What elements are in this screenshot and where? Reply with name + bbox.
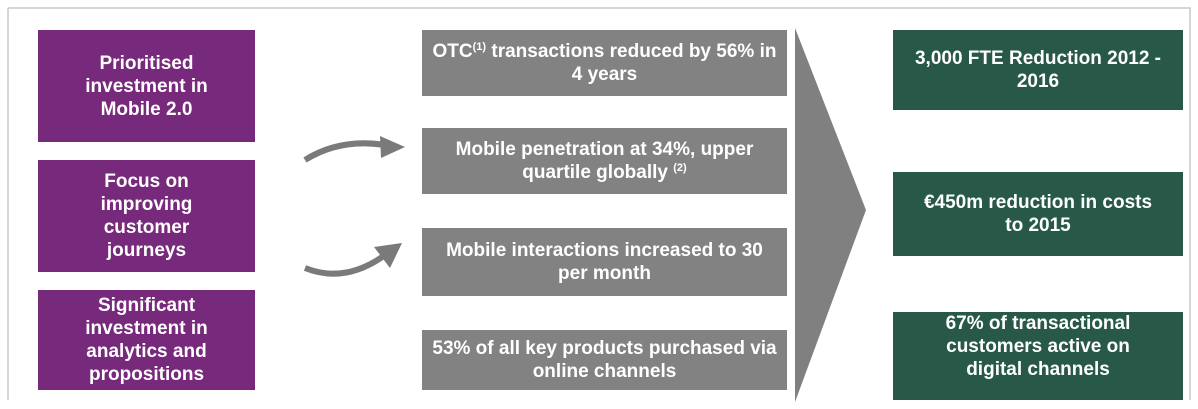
arrow-down xyxy=(303,252,387,277)
result-text: 53% of all key products purchased via on… xyxy=(432,338,777,382)
outcome-box: 67% of transactional customers active on… xyxy=(893,312,1183,400)
arrow-head xyxy=(380,136,405,158)
outcome-box: 3,000 FTE Reduction 2012 - 2016 xyxy=(893,30,1183,110)
result-box: 53% of all key products purchased via on… xyxy=(422,330,787,390)
text: OTC xyxy=(432,41,473,62)
outcome-box: €450m reduction in costs to 2015 xyxy=(893,172,1183,256)
driver-text: Prioritised investment in Mobile 2.0 xyxy=(85,52,208,120)
result-text: Mobile penetration at 34%, upper quartil… xyxy=(452,138,757,184)
frame xyxy=(7,7,1191,400)
result-box: Mobile interactions increased to 30 per … xyxy=(422,228,787,296)
driver-text: Significant investment in analytics and … xyxy=(85,295,208,385)
chevron xyxy=(795,28,866,402)
driver-text: Focus on improving customer journeys xyxy=(100,171,193,261)
outcome-text: 67% of transactional customers active on… xyxy=(945,313,1131,380)
outcome-text: 3,000 FTE Reduction 2012 - 2016 xyxy=(914,48,1162,92)
result-text: Mobile interactions increased to 30 per … xyxy=(446,240,763,284)
footnote-ref: (2) xyxy=(673,162,687,174)
driver-box: Focus on improving customer journeys xyxy=(38,160,255,272)
text: Mobile penetration at 34%, upper quartil… xyxy=(455,139,754,183)
result-text: OTC(1) transactions reduced by 56% in 4 … xyxy=(430,40,779,86)
footnote-ref: (1) xyxy=(472,41,487,53)
text: transactions reduced by 56% in 4 years xyxy=(491,41,777,85)
result-box: OTC(1) transactions reduced by 56% in 4 … xyxy=(422,30,787,96)
arrow-up xyxy=(303,140,386,163)
outcome-text: €450m reduction in costs to 2015 xyxy=(923,192,1153,236)
driver-box: Significant investment in analytics and … xyxy=(38,290,255,390)
result-box: Mobile penetration at 34%, upper quartil… xyxy=(422,128,787,194)
arrow-head xyxy=(374,243,402,268)
driver-box: Prioritised investment in Mobile 2.0 xyxy=(38,30,255,142)
